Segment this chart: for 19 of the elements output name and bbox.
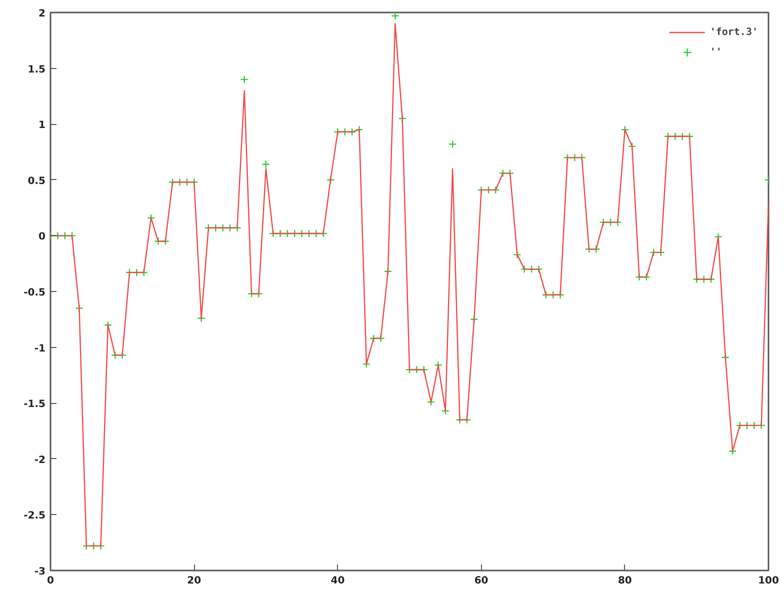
legend-label: '': [710, 46, 723, 58]
x-tick-label: 100: [758, 576, 779, 586]
x-tick-label: 80: [618, 576, 632, 586]
x-tick-label: 0: [47, 576, 54, 586]
y-tick-label: -2.5: [24, 510, 46, 522]
y-tick-label: 1.5: [28, 64, 46, 76]
y-tick-label: -3: [34, 566, 46, 578]
y-tick-label: -1: [34, 343, 46, 354]
x-tick-label: 40: [330, 576, 345, 586]
y-tick-label: 0: [38, 232, 46, 243]
x-tick-label: 20: [187, 576, 202, 586]
y-tick-label: -0.5: [24, 288, 46, 298]
y-tick-label: 0.5: [28, 176, 46, 187]
y-tick-label: 1: [38, 120, 46, 132]
legend-label: 'fort.3': [710, 26, 758, 38]
y-tick-label: -2: [34, 454, 46, 466]
y-tick-label: 2: [38, 8, 46, 20]
y-tick-label: -1.5: [24, 399, 46, 410]
x-tick-label: 60: [474, 576, 488, 586]
